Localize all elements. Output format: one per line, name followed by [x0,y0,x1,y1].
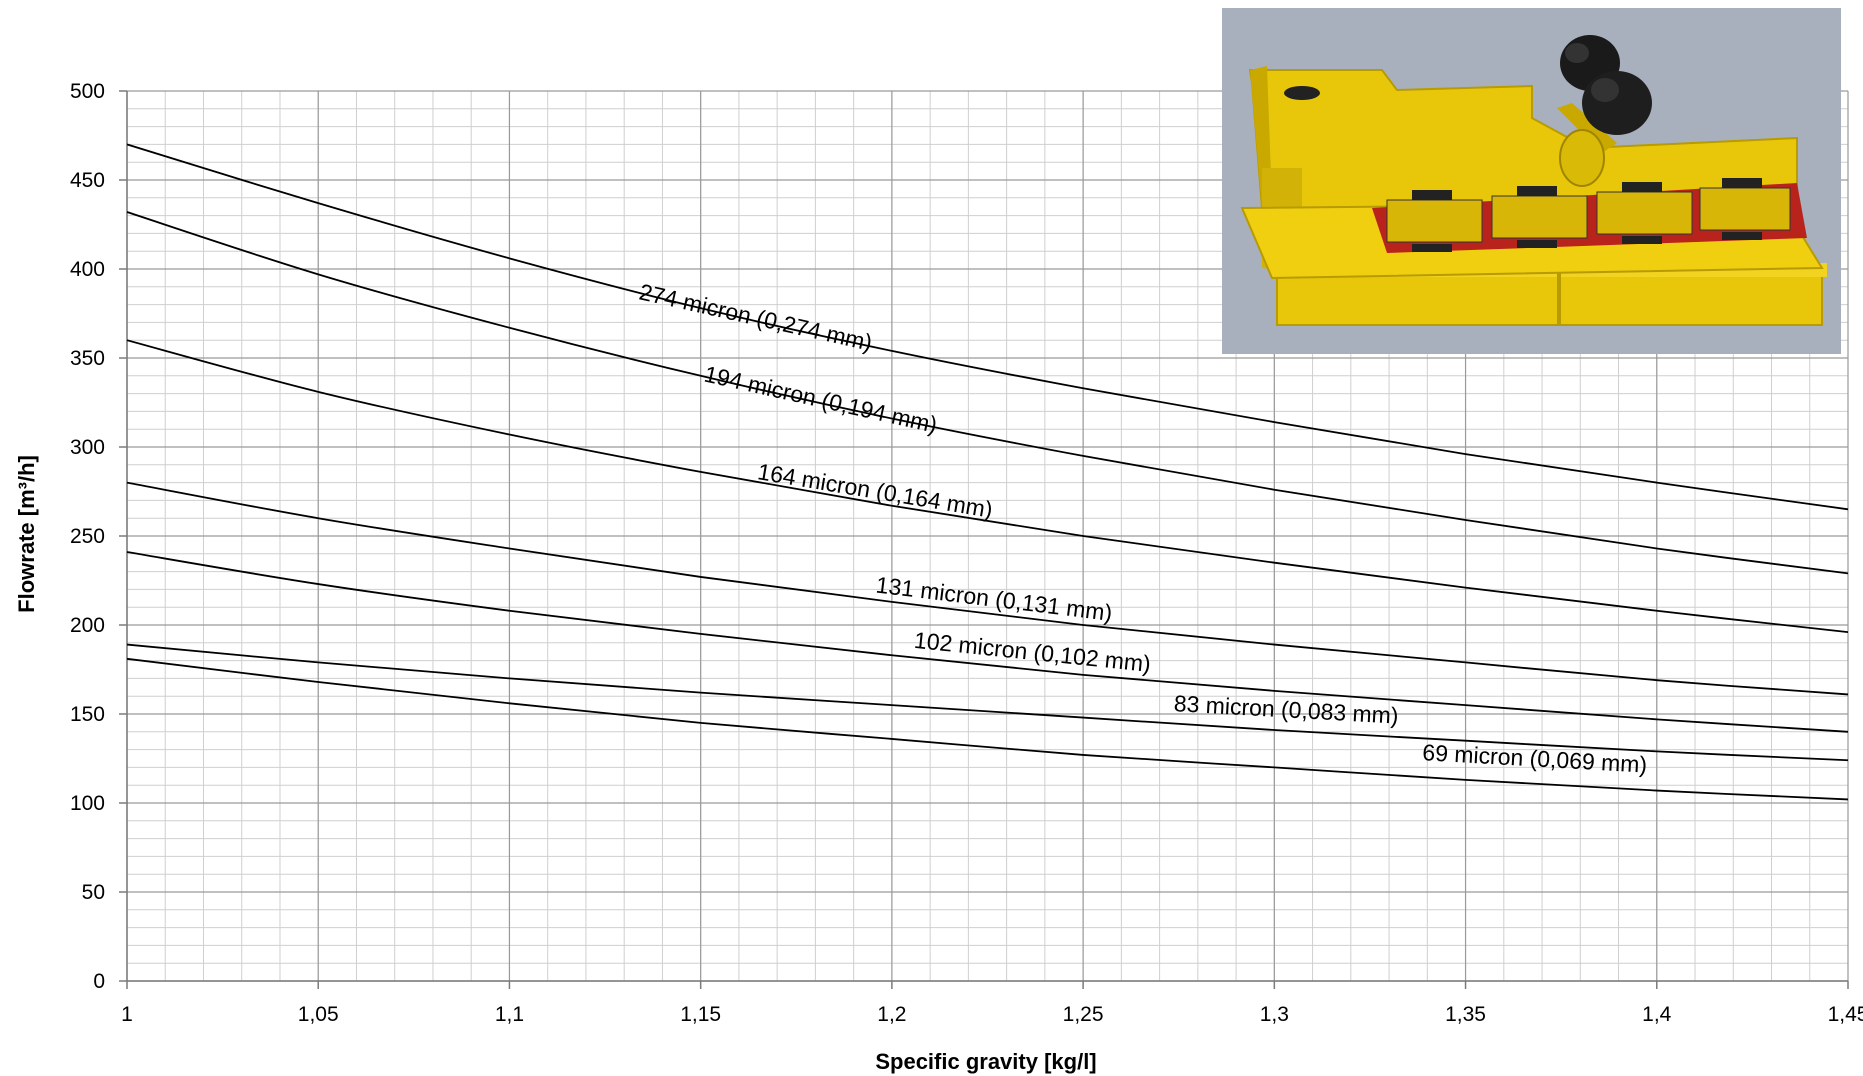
y-tick-label: 250 [70,525,105,548]
y-tick-label: 450 [70,169,105,192]
series-line [126,339,1849,634]
x-tick-label: 1,4 [1642,1003,1672,1026]
y-tick-label: 50 [82,881,105,904]
y-tick-label: 500 [70,80,105,103]
x-tick-label: 1,2 [877,1003,906,1026]
series-line [126,143,1849,511]
x-tick-label: 1,35 [1445,1003,1486,1026]
series-line [126,481,1849,696]
x-tick-label: 1,15 [680,1003,721,1026]
x-tick-labels: 1 1,05 1,1 1,15 1,2 1,25 1,3 1,35 1,4 1,45 [121,981,1863,1026]
y-tick-label: 400 [70,258,105,281]
series-label: 131 micron (0,131 mm) [875,572,1114,626]
series-line [126,643,1849,762]
series-label: 274 micron (0,274 mm) [637,278,875,355]
x-tick-label: 1,45 [1828,1003,1863,1026]
x-tick-label: 1,25 [1063,1003,1104,1026]
y-tick-labels: 0 50 100 150 200 250 300 350 400 450 500 [70,80,127,993]
x-tick-label: 1,1 [495,1003,524,1026]
series-line [126,657,1849,801]
x-tick-label: 1,3 [1260,1003,1289,1026]
y-tick-label: 300 [70,436,105,459]
x-axis-title: Specific gravity [kg/l] [875,1049,1096,1074]
series-label: 69 micron (0,069 mm) [1422,739,1648,778]
y-axis-title: Flowrate [m³/h] [14,455,39,613]
x-tick-label: 1,05 [298,1003,339,1026]
vibrating-screen-machine-image [1222,8,1841,354]
y-tick-label: 0 [93,970,105,993]
y-tick-label: 150 [70,703,105,726]
y-tick-label: 100 [70,792,105,815]
y-tick-label: 350 [70,347,105,370]
series-line [126,551,1849,733]
y-tick-label: 200 [70,614,105,637]
series-label: 164 micron (0,164 mm) [756,458,995,523]
series-lines [126,143,1849,801]
series-line [126,211,1849,575]
x-tick-label: 1 [121,1003,133,1026]
series-label: 194 micron (0,194 mm) [702,361,940,438]
